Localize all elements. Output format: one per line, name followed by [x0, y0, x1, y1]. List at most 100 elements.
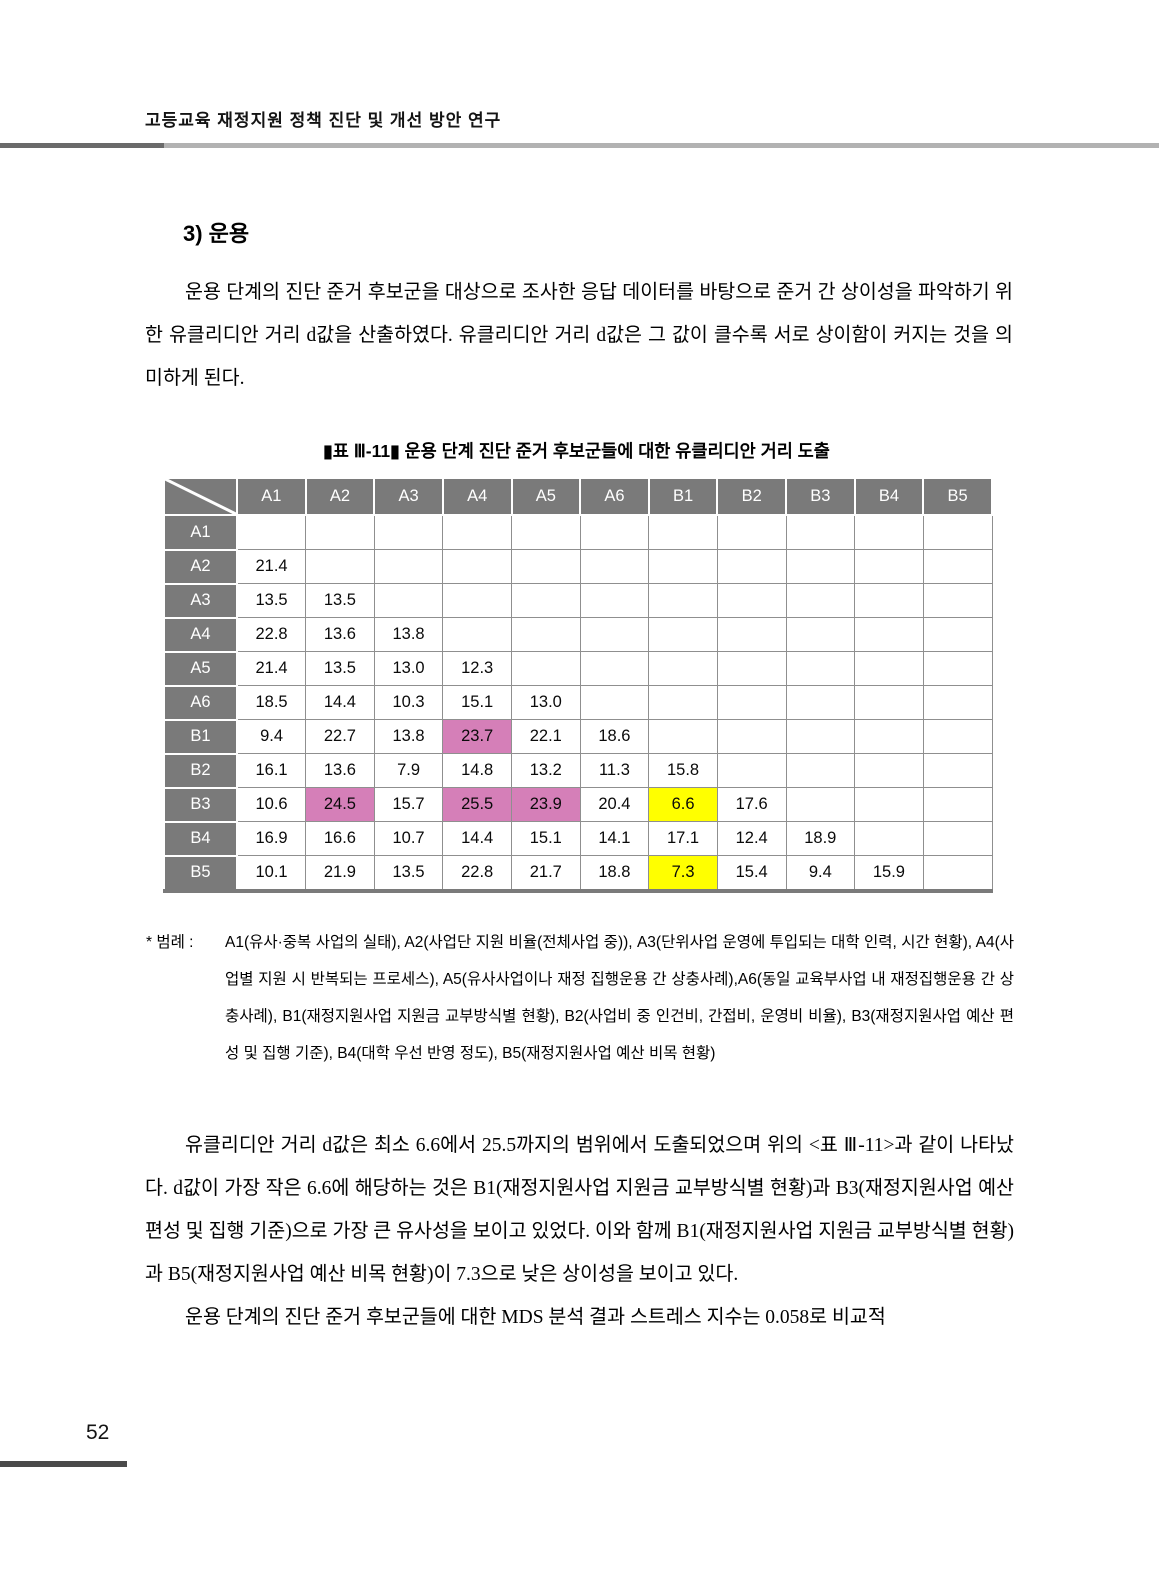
euclidean-distance-table: A1 A2 A3 A4 A5 A6 B1 B2 B3 B4 B5 A1 A2 21.4 A3 13.5 13.…	[163, 477, 993, 893]
cell-A4-A4	[442, 617, 512, 652]
cell-A2-B2	[716, 549, 787, 584]
footer-bar	[0, 1461, 127, 1467]
cell-A6-A6	[579, 685, 650, 720]
cell-A5-A4: 12.3	[442, 651, 512, 686]
cell-B1-A3: 13.8	[373, 719, 444, 754]
cell-A2-A1: 21.4	[236, 549, 307, 584]
col-header-B2: B2	[716, 477, 787, 516]
col-header-B4: B4	[853, 477, 925, 516]
cell-A3-A6	[579, 583, 650, 618]
cell-A5-A5	[511, 651, 581, 686]
col-header-A4: A4	[441, 477, 513, 516]
cell-A3-A5	[511, 583, 581, 618]
cell-B3-A3: 15.7	[373, 787, 444, 822]
table-caption: ▮표 Ⅲ-11▮ 운용 단계 진단 준거 후보군들에 대한 유클리디안 거리 도…	[323, 441, 830, 461]
table-row-A6: A6 18.5 14.4 10.3 15.1 13.0	[163, 684, 993, 721]
cell-A2-A6	[579, 549, 650, 584]
table-row-B2: B2 16.1 13.6 7.9 14.8 13.2 11.3 15.8	[163, 752, 993, 789]
cell-B5-B2: 15.4	[716, 855, 787, 892]
cell-B2-B1: 15.8	[648, 753, 718, 788]
cell-B4-A5: 15.1	[511, 821, 581, 856]
cell-B5-A5: 21.7	[511, 855, 581, 892]
cell-A4-A5	[511, 617, 581, 652]
cell-B5-B4: 15.9	[854, 855, 924, 892]
cell-A3-B2	[716, 583, 787, 618]
cell-A1-A5	[511, 514, 581, 550]
row-header-A2: A2	[163, 548, 238, 585]
row-header-B1: B1	[163, 718, 238, 755]
body-text: 유클리디안 거리 d값은 최소 6.6에서 25.5까지의 범위에서 도출되었으…	[145, 1124, 1014, 1339]
row-header-A1: A1	[163, 514, 238, 551]
cell-B5-B1: 7.3	[648, 855, 718, 892]
cell-A5-A3: 13.0	[373, 651, 444, 686]
cell-A1-B1	[648, 514, 718, 550]
cell-B5-B5	[922, 855, 993, 892]
cell-A2-A3	[373, 549, 444, 584]
cell-A1-B2	[716, 514, 787, 550]
cell-A1-A6	[579, 514, 650, 550]
cell-B1-B4	[854, 719, 924, 754]
legend-text: A1(유사·중복 사업의 실태), A2(사업단 지원 비율(전체사업 중)),…	[225, 934, 1014, 1062]
table-row-B4: B4 16.9 16.6 10.7 14.4 15.1 14.1 17.1 12.4 18.9	[163, 820, 993, 857]
col-header-A2: A2	[304, 477, 376, 516]
cell-A5-A2: 13.5	[305, 651, 375, 686]
cell-A3-B1	[648, 583, 718, 618]
cell-B4-A3: 10.7	[373, 821, 444, 856]
row-header-B2: B2	[163, 752, 238, 789]
cell-B4-B1: 17.1	[648, 821, 718, 856]
cell-A1-A3	[373, 514, 444, 550]
result-paragraph: 유클리디안 거리 d값은 최소 6.6에서 25.5까지의 범위에서 도출되었으…	[145, 1135, 1014, 1285]
table-row-B5: B5 10.1 21.9 13.5 22.8 21.7 18.8 7.3 15.4 9.4 15.9	[163, 854, 993, 892]
cell-B4-B2: 12.4	[716, 821, 787, 856]
cell-A3-A2: 13.5	[305, 583, 375, 618]
cell-A4-B5	[922, 617, 993, 652]
table-row-A4: A4 22.8 13.6 13.8	[163, 616, 993, 653]
table-legend: * 범례 : A1(유사·중복 사업의 실태), A2(사업단 지원 비율(전체…	[146, 924, 1014, 1072]
cell-A1-A1	[236, 514, 307, 550]
cell-B3-A2: 24.5	[305, 787, 375, 822]
cell-A2-B5	[922, 549, 993, 584]
rule-light-segment	[164, 143, 1159, 148]
cell-A4-A6	[579, 617, 650, 652]
diagonal-line-icon	[165, 479, 236, 514]
table-row-A3: A3 13.5 13.5	[163, 582, 993, 619]
cell-B2-A5: 13.2	[511, 753, 581, 788]
cell-B4-B4	[854, 821, 924, 856]
cell-B1-A4: 23.7	[442, 719, 512, 754]
cell-B1-A1: 9.4	[236, 719, 307, 754]
cell-B2-B4	[854, 753, 924, 788]
cell-B3-B5	[922, 787, 993, 822]
cell-B5-A2: 21.9	[305, 855, 375, 892]
cell-A2-B3	[785, 549, 856, 584]
mds-paragraph: 운용 단계의 진단 준거 후보군들에 대한 MDS 분석 결과 스트레스 지수는…	[185, 1307, 886, 1328]
cell-B1-B2	[716, 719, 787, 754]
cell-A5-A1: 21.4	[236, 651, 307, 686]
running-head-title: 고등교육 재정지원 정책 진단 및 개선 방안 연구	[145, 111, 502, 130]
cell-A5-B5	[922, 651, 993, 686]
cell-B5-A3: 13.5	[373, 855, 444, 892]
cell-A4-B3	[785, 617, 856, 652]
row-header-A5: A5	[163, 650, 238, 687]
cell-A4-B4	[854, 617, 924, 652]
cell-B5-B3: 9.4	[785, 855, 856, 892]
cell-A2-A4	[442, 549, 512, 584]
cell-B4-A2: 16.6	[305, 821, 375, 856]
cell-B5-A4: 22.8	[442, 855, 512, 892]
cell-A5-B3	[785, 651, 856, 686]
cell-A6-B5	[922, 685, 993, 720]
cell-B2-A6: 11.3	[579, 753, 650, 788]
col-header-B5: B5	[922, 477, 993, 516]
cell-A4-A2: 13.6	[305, 617, 375, 652]
cell-A3-B4	[854, 583, 924, 618]
cell-A6-B3	[785, 685, 856, 720]
row-header-A3: A3	[163, 582, 238, 619]
cell-A4-B2	[716, 617, 787, 652]
cell-A6-B1	[648, 685, 718, 720]
cell-B4-A4: 14.4	[442, 821, 512, 856]
cell-A1-A4	[442, 514, 512, 550]
cell-A6-A4: 15.1	[442, 685, 512, 720]
table-row-A1: A1	[163, 514, 993, 551]
cell-B3-A1: 10.6	[236, 787, 307, 822]
table-row-A5: A5 21.4 13.5 13.0 12.3	[163, 650, 993, 687]
intro-paragraph: 운용 단계의 진단 준거 후보군을 대상으로 조사한 응답 데이터를 바탕으로 …	[145, 282, 1013, 389]
